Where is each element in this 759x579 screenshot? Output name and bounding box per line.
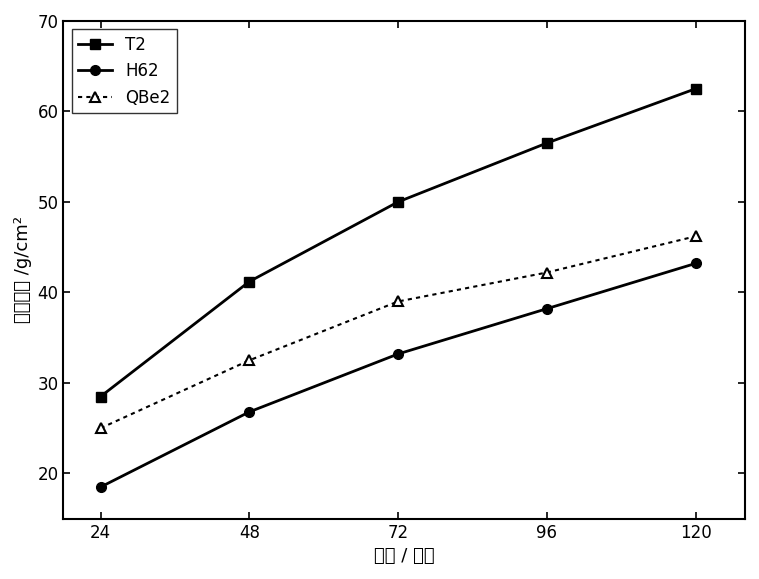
T2 <box>542 140 551 146</box>
T2 <box>393 199 402 206</box>
H62 <box>542 305 551 312</box>
QBe2 <box>393 298 402 305</box>
T2 <box>691 85 700 92</box>
Legend: T2, H62, QBe2: T2, H62, QBe2 <box>72 29 177 113</box>
H62 <box>393 350 402 357</box>
H62 <box>691 260 700 267</box>
H62 <box>96 483 106 490</box>
QBe2 <box>96 425 106 432</box>
Y-axis label: 腔饰失重 /g/cm²: 腔饰失重 /g/cm² <box>14 217 32 323</box>
X-axis label: 时间 / 小时: 时间 / 小时 <box>374 547 435 565</box>
QBe2 <box>245 357 254 364</box>
Line: T2: T2 <box>96 84 701 401</box>
Line: QBe2: QBe2 <box>96 232 701 433</box>
H62 <box>245 408 254 415</box>
QBe2 <box>542 269 551 276</box>
Line: H62: H62 <box>96 259 701 492</box>
T2 <box>245 278 254 285</box>
T2 <box>96 393 106 400</box>
QBe2 <box>691 233 700 240</box>
